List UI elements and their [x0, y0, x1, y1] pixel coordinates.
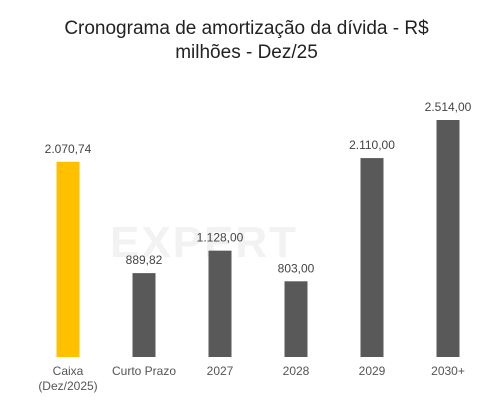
- chart-title-line-2: milhões - Dez/25: [175, 42, 318, 63]
- data-label-3: 803,00: [278, 261, 315, 275]
- category-label-0: Caixa: [53, 364, 84, 378]
- category-label-3: 2028: [283, 364, 310, 378]
- category-label-1: Curto Prazo: [112, 364, 176, 378]
- bar-3: [284, 281, 308, 357]
- chart-title-line-1: Cronograma de amortização da dívida - R$: [64, 18, 429, 39]
- bar-2: [208, 250, 232, 357]
- category-label-5: 2030+: [431, 364, 465, 378]
- bar-1: [132, 273, 156, 357]
- category-label-2: 2027: [207, 364, 234, 378]
- data-label-1: 889,82: [126, 253, 163, 267]
- data-label-4: 2.110,00: [349, 138, 395, 152]
- bar-5: [436, 120, 460, 357]
- data-label-2: 1.128,00: [197, 231, 244, 245]
- data-label-0: 2.070,74: [45, 142, 92, 156]
- bar-4: [360, 158, 384, 357]
- watermark-logo: EXPERT: [110, 218, 299, 267]
- data-label-5: 2.514,00: [425, 100, 472, 114]
- bar-0: [56, 161, 80, 357]
- chart-title: Cronograma de amortização da dívida - R$…: [0, 17, 493, 65]
- category-label-0-line-2: (Dez/2025): [38, 379, 97, 393]
- category-label-4: 2029: [359, 364, 386, 378]
